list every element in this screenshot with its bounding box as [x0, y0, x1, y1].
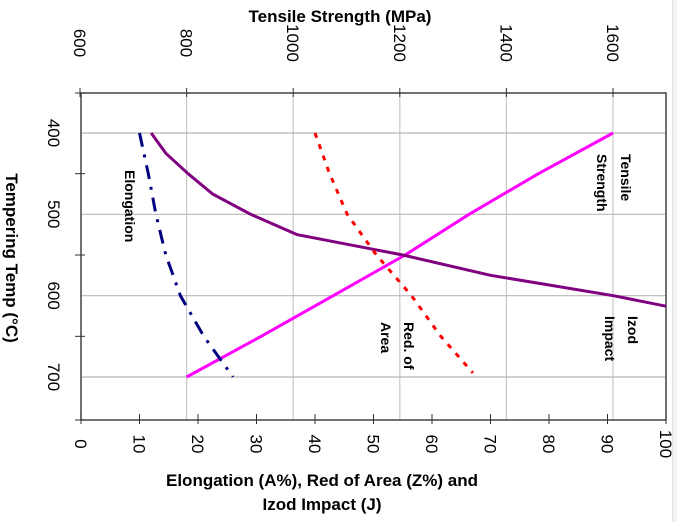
series-label: Strength — [594, 154, 610, 212]
temp-tick-label: 400 — [44, 119, 63, 147]
series-label: Impact — [602, 316, 618, 361]
series-line-red-of-area — [313, 132, 475, 374]
plot-area-border — [80, 92, 667, 421]
top-axis-tick-labels: 600 800 1000 1200 1400 1600 — [70, 24, 622, 62]
temp-tick-label: 500 — [44, 200, 63, 228]
temp-axis-tick-labels: 400 500 600 700 — [44, 119, 63, 391]
bottom-tick-label: 90 — [598, 435, 617, 454]
top-tick-label: 800 — [177, 29, 196, 57]
bottom-tick-label: 60 — [422, 435, 441, 454]
top-tick-label: 1200 — [390, 24, 409, 62]
bottom-tick-label: 80 — [539, 435, 558, 454]
bottom-tick-label: 70 — [481, 435, 500, 454]
top-tick-label: 1400 — [496, 24, 515, 62]
bottom-tick-label: 100 — [656, 430, 675, 458]
bottom-tick-label: 50 — [364, 435, 383, 454]
series-lines — [138, 131, 667, 379]
temp-tick-label: 600 — [44, 281, 63, 309]
series-label: Red. of — [401, 322, 417, 370]
temp-tick-label: 700 — [44, 363, 63, 391]
bottom-tick-label: 0 — [71, 439, 90, 448]
series-label: Izod — [625, 316, 641, 344]
page-edge-strip — [672, 0, 677, 522]
temp-axis-title: Tempering Temp (°C) — [2, 173, 21, 343]
bottom-tick-label: 30 — [247, 435, 266, 454]
bottom-tick-label: 20 — [188, 435, 207, 454]
bottom-tick-label: 40 — [305, 435, 324, 454]
series-labels: Tensile Strength Izod Impact Red. of Area Elon… — [122, 154, 641, 370]
series-line-elongation — [138, 132, 235, 378]
bottom-axis-title-line1: Elongation (A%), Red of Area (Z%) and — [166, 471, 478, 490]
gridlines — [81, 93, 666, 420]
series-label: Area — [378, 322, 394, 353]
top-axis-title: Tensile Strength (MPa) — [249, 7, 432, 26]
tick-marks — [75, 88, 667, 424]
bottom-axis-tick-labels: 0 10 20 30 40 50 60 70 80 90 100 — [71, 430, 675, 458]
series-line-izod-impact — [149, 132, 667, 308]
top-tick-label: 1600 — [603, 24, 622, 62]
bottom-axis-title-line2: Izod Impact (J) — [262, 495, 381, 514]
top-tick-label: 1000 — [283, 24, 302, 62]
bottom-tick-label: 10 — [130, 435, 149, 454]
series-label: Tensile — [618, 154, 634, 201]
top-tick-label: 600 — [70, 29, 89, 57]
series-label: Elongation — [122, 170, 138, 242]
